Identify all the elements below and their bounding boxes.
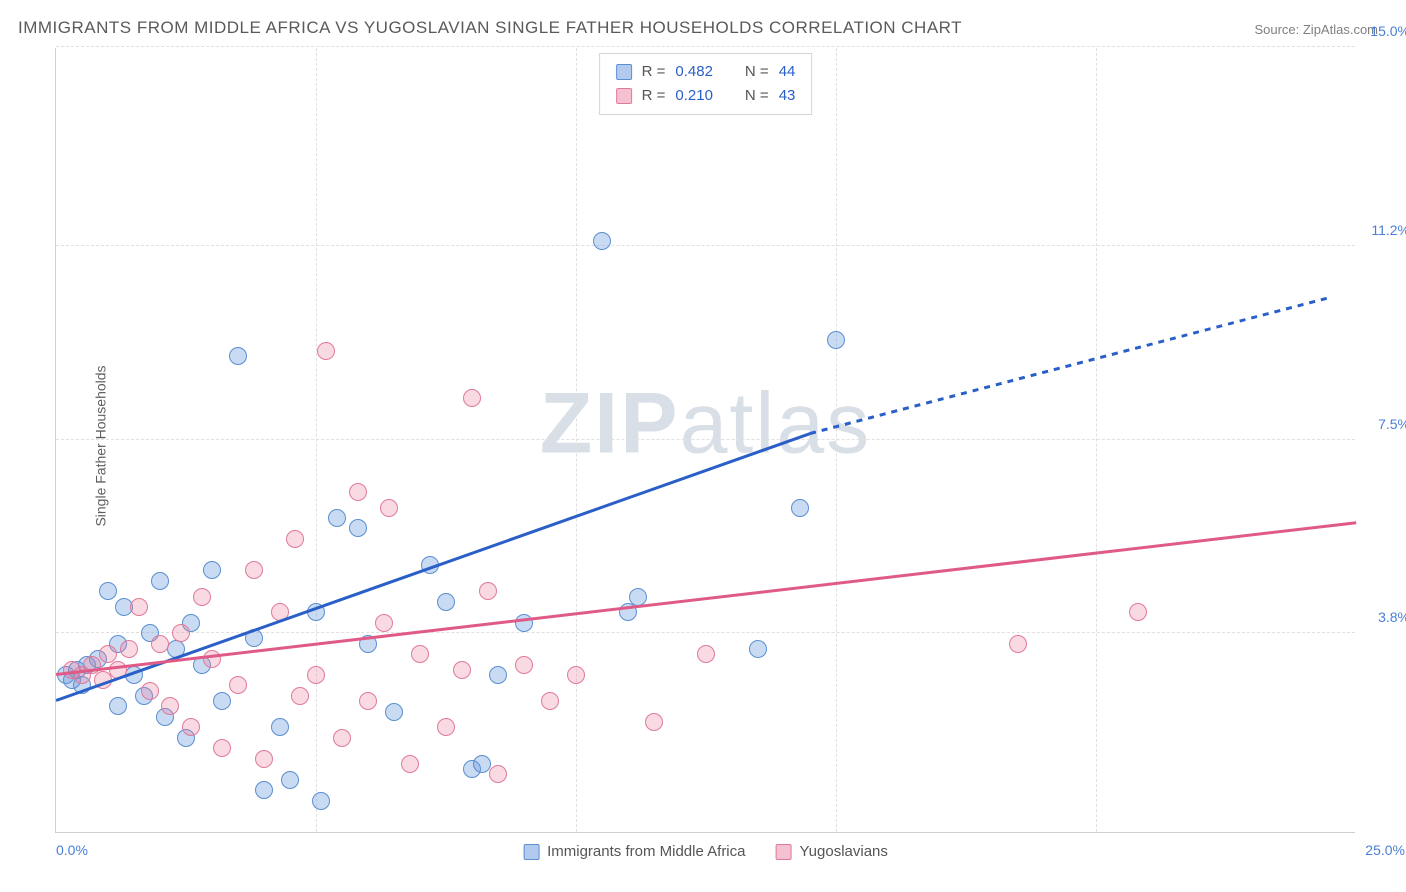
legend-series-item: Yugoslavians xyxy=(775,843,887,860)
data-point xyxy=(151,635,169,653)
data-point xyxy=(255,781,273,799)
data-point xyxy=(286,530,304,548)
data-point xyxy=(380,499,398,517)
data-point xyxy=(479,582,497,600)
legend-swatch xyxy=(775,844,791,860)
data-point xyxy=(593,232,611,250)
y-axis-tick: 11.2% xyxy=(1371,222,1406,238)
data-point xyxy=(349,483,367,501)
data-point xyxy=(213,692,231,710)
data-point xyxy=(411,645,429,663)
data-point xyxy=(213,739,231,757)
data-point xyxy=(1009,635,1027,653)
data-point xyxy=(317,342,335,360)
x-axis-min: 0.0% xyxy=(56,842,88,858)
legend-series-label: Yugoslavians xyxy=(799,843,887,860)
legend-swatch xyxy=(616,88,632,104)
data-point xyxy=(791,499,809,517)
data-point xyxy=(489,666,507,684)
data-point xyxy=(697,645,715,663)
data-point xyxy=(120,640,138,658)
legend-series: Immigrants from Middle Africa Yugoslavian… xyxy=(523,843,888,860)
data-point xyxy=(245,561,263,579)
x-axis-max: 25.0% xyxy=(1365,842,1405,858)
data-point xyxy=(109,697,127,715)
data-point xyxy=(312,792,330,810)
data-point xyxy=(749,640,767,658)
data-point xyxy=(291,687,309,705)
data-point xyxy=(203,561,221,579)
legend-swatch xyxy=(523,844,539,860)
y-axis-tick: 7.5% xyxy=(1378,416,1406,432)
data-point xyxy=(172,624,190,642)
legend-swatch xyxy=(616,64,632,80)
data-point xyxy=(161,697,179,715)
data-point xyxy=(182,718,200,736)
data-point xyxy=(359,692,377,710)
gridline-v xyxy=(576,48,577,832)
legend-row: R = 0.482 N = 44 xyxy=(616,60,796,84)
data-point xyxy=(463,389,481,407)
chart-title: IMMIGRANTS FROM MIDDLE AFRICA VS YUGOSLA… xyxy=(18,18,962,38)
source-label: Source: ZipAtlas.com xyxy=(1254,22,1378,37)
gridline-v xyxy=(836,48,837,832)
data-point xyxy=(515,614,533,632)
data-point xyxy=(629,588,647,606)
data-point xyxy=(453,661,471,679)
data-point xyxy=(333,729,351,747)
data-point xyxy=(437,718,455,736)
gridline-h xyxy=(56,439,1355,440)
regression-line xyxy=(810,296,1331,434)
legend-r-label: R = xyxy=(642,84,666,108)
data-point xyxy=(229,676,247,694)
gridline-h xyxy=(56,46,1355,47)
data-point xyxy=(437,593,455,611)
data-point xyxy=(281,771,299,789)
legend-n-label: N = xyxy=(745,60,769,84)
data-point xyxy=(489,765,507,783)
data-point xyxy=(401,755,419,773)
data-point xyxy=(515,656,533,674)
data-point xyxy=(385,703,403,721)
scatter-plot: ZIPatlas R =0.482N =44R =0.210N =43 Immi… xyxy=(55,48,1355,833)
legend-r-value: 0.482 xyxy=(675,60,713,84)
data-point xyxy=(229,347,247,365)
data-point xyxy=(645,713,663,731)
legend-n-value: 44 xyxy=(779,60,796,84)
gridline-v xyxy=(1096,48,1097,832)
data-point xyxy=(151,572,169,590)
legend-series-label: Immigrants from Middle Africa xyxy=(547,843,745,860)
data-point xyxy=(328,509,346,527)
legend-correlation: R = 0.482 N = 44 R = 0.210 N = 43 xyxy=(599,53,813,115)
legend-n-label: N = xyxy=(745,84,769,108)
gridline-v xyxy=(316,48,317,832)
legend-n-value: 43 xyxy=(779,84,796,108)
data-point xyxy=(375,614,393,632)
data-point xyxy=(255,750,273,768)
data-point xyxy=(99,582,117,600)
y-axis-tick: 3.8% xyxy=(1378,609,1406,625)
data-point xyxy=(193,588,211,606)
data-point xyxy=(130,598,148,616)
data-point xyxy=(827,331,845,349)
y-axis-tick: 15.0% xyxy=(1370,23,1406,39)
data-point xyxy=(307,666,325,684)
legend-r-value: 0.210 xyxy=(675,84,713,108)
data-point xyxy=(1129,603,1147,621)
data-point xyxy=(567,666,585,684)
data-point xyxy=(349,519,367,537)
data-point xyxy=(541,692,559,710)
legend-series-item: Immigrants from Middle Africa xyxy=(523,843,745,860)
watermark: ZIPatlas xyxy=(540,375,871,474)
data-point xyxy=(271,718,289,736)
legend-row: R = 0.210 N = 43 xyxy=(616,84,796,108)
gridline-h xyxy=(56,245,1355,246)
data-point xyxy=(141,682,159,700)
legend-r-label: R = xyxy=(642,60,666,84)
